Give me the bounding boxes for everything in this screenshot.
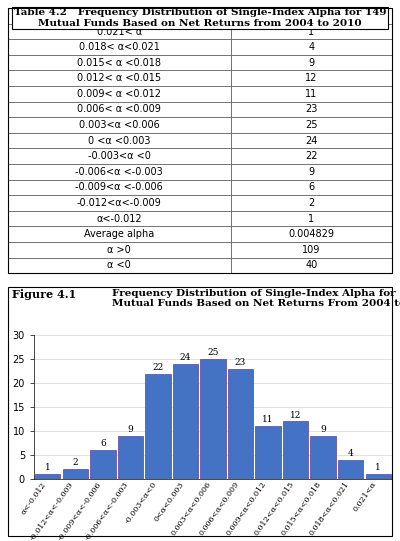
Bar bbox=[200, 359, 226, 479]
Bar bbox=[228, 369, 253, 479]
Bar bbox=[63, 469, 88, 479]
Text: Table 4.2   Frequency Distribution of Single-Index Alpha for 149
Mutual Funds Ba: Table 4.2 Frequency Distribution of Sing… bbox=[14, 8, 386, 28]
Text: Figure 4.1: Figure 4.1 bbox=[12, 289, 76, 300]
Bar bbox=[35, 474, 60, 479]
Text: 6: 6 bbox=[100, 439, 106, 448]
Bar bbox=[118, 436, 143, 479]
Text: 24: 24 bbox=[180, 353, 191, 362]
Text: 12: 12 bbox=[290, 411, 301, 419]
Text: 25: 25 bbox=[207, 348, 219, 358]
Text: 2: 2 bbox=[72, 458, 78, 467]
Bar bbox=[310, 436, 336, 479]
Bar bbox=[145, 374, 170, 479]
Bar bbox=[256, 426, 281, 479]
Text: 9: 9 bbox=[128, 425, 133, 434]
Text: 1: 1 bbox=[45, 463, 51, 472]
Bar bbox=[283, 421, 308, 479]
Text: 22: 22 bbox=[152, 362, 164, 372]
Text: 1: 1 bbox=[375, 463, 381, 472]
Bar bbox=[338, 460, 363, 479]
Text: 11: 11 bbox=[262, 415, 274, 424]
Text: 23: 23 bbox=[235, 358, 246, 367]
Text: 9: 9 bbox=[320, 425, 326, 434]
Text: 4: 4 bbox=[348, 448, 354, 458]
Bar bbox=[90, 450, 116, 479]
Text: Frequency Distribution of Single-Index Alpha for 149
Mutual Funds Based on Net R: Frequency Distribution of Single-Index A… bbox=[112, 289, 400, 308]
Bar bbox=[366, 474, 391, 479]
Bar bbox=[173, 364, 198, 479]
